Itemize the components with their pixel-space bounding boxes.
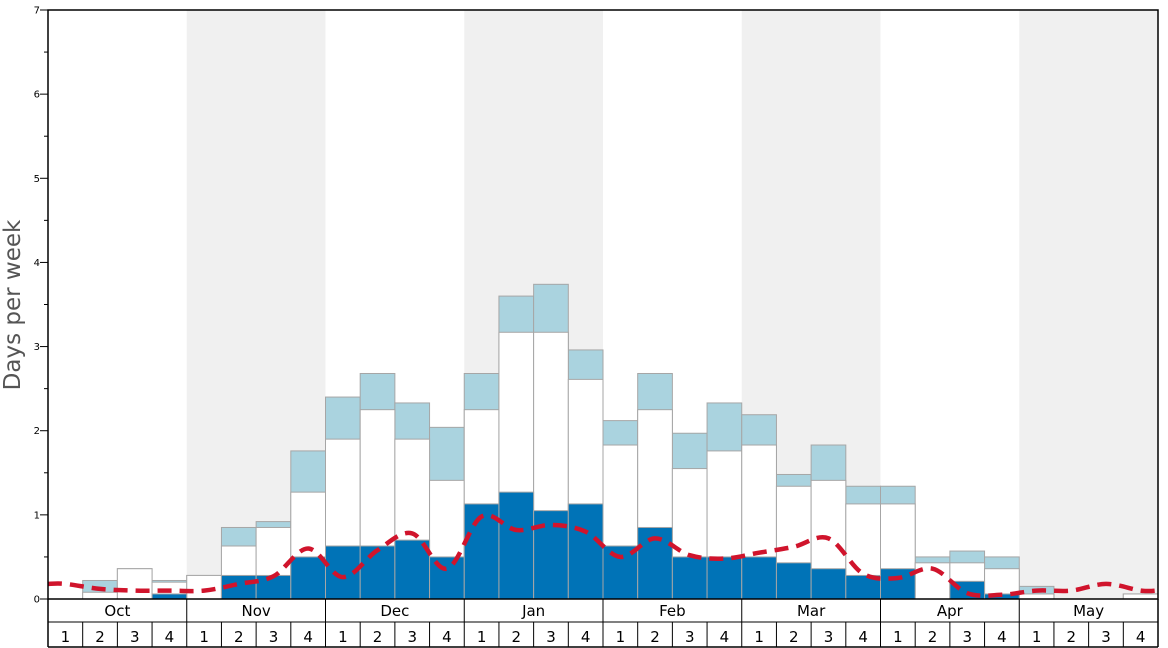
week-label-11: 3 (407, 628, 417, 646)
dark-bar-10 (359, 545, 396, 600)
dark-bar-22 (775, 562, 812, 600)
week-label-27: 3 (962, 628, 972, 646)
month-label-may: May (1073, 602, 1104, 620)
week-label-5: 1 (199, 628, 209, 646)
week-label-3: 3 (130, 628, 140, 646)
week-label-1: 1 (61, 628, 71, 646)
week-label-4: 4 (165, 628, 175, 646)
month-label-feb: Feb (659, 602, 686, 620)
month-label-apr: Apr (937, 602, 964, 620)
week-label-30: 2 (1067, 628, 1077, 646)
week-label-29: 1 (1032, 628, 1042, 646)
dark-bar-19 (671, 556, 708, 600)
dark-bar-21 (741, 556, 777, 600)
week-label-23: 3 (824, 628, 834, 646)
trend-line-layer (47, 512, 1159, 598)
week-label-31: 3 (1101, 628, 1111, 646)
dark-bar-20 (706, 556, 743, 600)
y-tick-label-3: 3 (34, 342, 40, 353)
week-label-28: 4 (997, 628, 1007, 646)
mid-bar-29 (1018, 593, 1055, 600)
dark-bar-8 (290, 556, 326, 600)
trend-line (47, 512, 1159, 598)
week-label-12: 4 (442, 628, 452, 646)
dark-bar-25 (880, 568, 916, 600)
week-label-24: 4 (858, 628, 868, 646)
dark-bar-14 (498, 491, 535, 600)
month-label-dec: Dec (380, 602, 409, 620)
dark-bar-16 (567, 503, 604, 600)
week-label-14: 2 (512, 628, 522, 646)
dark-bar-4 (151, 593, 188, 600)
y-tick-label-4: 4 (34, 258, 40, 269)
y-tick-label-2: 2 (34, 426, 40, 437)
week-label-6: 2 (234, 628, 244, 646)
mid-bar-32 (1122, 593, 1159, 600)
week-label-32: 4 (1136, 628, 1146, 646)
week-label-21: 1 (754, 628, 764, 646)
y-axis-label: Days per week (0, 219, 26, 390)
week-label-8: 4 (303, 628, 313, 646)
y-tick-label-1: 1 (34, 510, 40, 521)
month-label-nov: Nov (241, 602, 270, 620)
week-label-25: 1 (893, 628, 903, 646)
week-label-2: 2 (95, 628, 105, 646)
week-label-16: 4 (581, 628, 591, 646)
mid-bar-2 (82, 591, 118, 600)
week-label-9: 1 (338, 628, 348, 646)
month-label-oct: Oct (104, 602, 130, 620)
y-tick-label-0: 0 (34, 595, 40, 606)
month-label-mar: Mar (797, 602, 826, 620)
mid-bar-5 (186, 574, 222, 600)
week-label-19: 3 (685, 628, 695, 646)
dark-bar-11 (394, 539, 431, 600)
y-tick-label-6: 6 (34, 90, 40, 101)
y-tick-label-5: 5 (34, 174, 40, 185)
week-label-18: 2 (650, 628, 660, 646)
month-band-may (1019, 10, 1158, 599)
week-label-13: 1 (477, 628, 487, 646)
week-label-26: 2 (928, 628, 938, 646)
dark-bar-7 (255, 574, 292, 600)
week-label-20: 4 (720, 628, 730, 646)
week-label-22: 2 (789, 628, 799, 646)
dark-bar-23 (810, 568, 847, 600)
week-label-15: 3 (546, 628, 556, 646)
week-label-7: 3 (269, 628, 279, 646)
week-label-17: 1 (616, 628, 626, 646)
labels: 0 1 2 3 4 5 6 7 Oct Nov Dec Jan Feb Mar Apr May 1 2 3 4 1 2 3 4… (34, 6, 1146, 647)
mid-bar-3 (116, 568, 153, 600)
month-label-jan: Jan (521, 602, 545, 620)
week-label-10: 2 (373, 628, 383, 646)
y-tick-label-7: 7 (34, 6, 40, 17)
axes (40, 9, 1159, 648)
